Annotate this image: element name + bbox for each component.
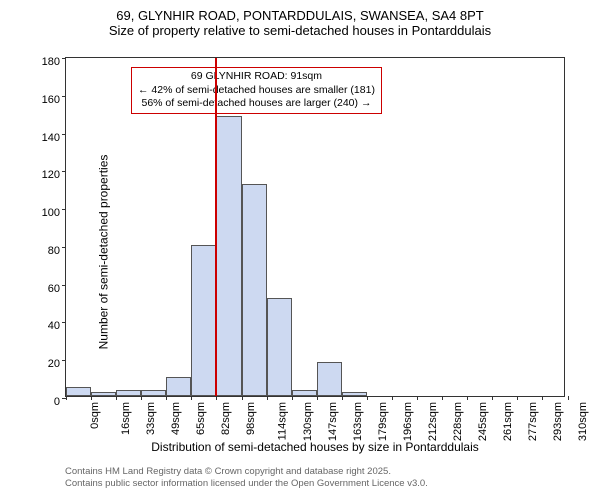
y-tick-mark — [62, 96, 66, 97]
y-tick-mark — [62, 322, 66, 323]
y-tick-label: 180 — [42, 56, 60, 68]
annotation-line: 56% of semi-detached houses are larger (… — [138, 97, 375, 111]
x-tick-mark — [116, 396, 117, 400]
histogram-bar — [292, 390, 317, 396]
y-tick-mark — [62, 247, 66, 248]
x-tick-mark — [568, 396, 569, 400]
x-tick-label: 130sqm — [302, 402, 314, 441]
page-title: 69, GLYNHIR ROAD, PONTARDDULAIS, SWANSEA… — [0, 8, 600, 23]
x-tick-mark — [392, 396, 393, 400]
y-tick-mark — [62, 360, 66, 361]
y-tick-label: 140 — [42, 132, 60, 144]
annotation-line: ← 42% of semi-detached houses are smalle… — [138, 84, 375, 98]
x-tick-label: 49sqm — [170, 402, 182, 435]
x-tick-label: 0sqm — [89, 402, 101, 429]
x-tick-label: 293sqm — [553, 402, 565, 441]
x-tick-mark — [216, 396, 217, 400]
x-tick-label: 179sqm — [377, 402, 389, 441]
y-tick-label: 160 — [42, 94, 60, 106]
x-tick-mark — [417, 396, 418, 400]
x-tick-mark — [467, 396, 468, 400]
x-tick-mark — [166, 396, 167, 400]
footer: Contains HM Land Registry data © Crown c… — [0, 462, 600, 491]
x-tick-mark — [517, 396, 518, 400]
annotation-line: 69 GLYNHIR ROAD: 91sqm — [138, 70, 375, 84]
y-tick-label: 20 — [48, 358, 60, 370]
y-tick-mark — [62, 58, 66, 59]
x-tick-mark — [342, 396, 343, 400]
histogram-bar — [317, 362, 342, 396]
x-tick-label: 228sqm — [452, 402, 464, 441]
x-tick-mark — [91, 396, 92, 400]
x-tick-mark — [191, 396, 192, 400]
x-tick-label: 33sqm — [145, 402, 157, 435]
y-tick-label: 120 — [42, 169, 60, 181]
annotation-box: 69 GLYNHIR ROAD: 91sqm ← 42% of semi-det… — [131, 67, 382, 114]
marker-line — [215, 58, 217, 396]
y-tick-label: 40 — [48, 320, 60, 332]
page-subtitle: Size of property relative to semi-detach… — [0, 23, 600, 38]
plot-area: 69 GLYNHIR ROAD: 91sqm ← 42% of semi-det… — [65, 57, 565, 397]
histogram-bar — [342, 392, 367, 396]
x-tick-label: 114sqm — [276, 402, 288, 440]
y-tick-mark — [62, 285, 66, 286]
x-tick-mark — [267, 396, 268, 400]
x-tick-mark — [492, 396, 493, 400]
x-tick-mark — [292, 396, 293, 400]
x-axis-label: Distribution of semi-detached houses by … — [65, 440, 565, 454]
y-tick-label: 100 — [42, 207, 60, 219]
x-tick-label: 98sqm — [245, 402, 257, 435]
x-tick-mark — [442, 396, 443, 400]
histogram-bar — [267, 298, 292, 396]
histogram-bar — [91, 392, 116, 396]
chart-container: Number of semi-detached properties 69 GL… — [0, 42, 600, 462]
x-tick-label: 245sqm — [477, 402, 489, 441]
x-tick-label: 310sqm — [578, 402, 590, 441]
histogram-bar — [166, 377, 191, 396]
footer-line: Contains HM Land Registry data © Crown c… — [65, 466, 600, 478]
histogram-bar — [66, 387, 91, 396]
x-tick-label: 16sqm — [120, 402, 132, 435]
x-tick-label: 82sqm — [220, 402, 232, 435]
y-tick-mark — [62, 171, 66, 172]
y-tick-label: 80 — [48, 245, 60, 257]
histogram-bar — [216, 116, 241, 396]
x-tick-mark — [141, 396, 142, 400]
histogram-bar — [116, 390, 141, 396]
title-block: 69, GLYNHIR ROAD, PONTARDDULAIS, SWANSEA… — [0, 0, 600, 42]
x-tick-label: 196sqm — [402, 402, 414, 441]
x-tick-mark — [66, 396, 67, 400]
x-tick-label: 65sqm — [195, 402, 207, 435]
histogram-bar — [242, 184, 267, 396]
y-tick-label: 0 — [54, 396, 60, 408]
y-tick-mark — [62, 134, 66, 135]
x-tick-label: 163sqm — [352, 402, 364, 441]
x-tick-label: 277sqm — [527, 402, 539, 441]
x-tick-mark — [542, 396, 543, 400]
x-tick-label: 212sqm — [427, 402, 439, 441]
histogram-bar — [191, 245, 216, 396]
x-tick-mark — [242, 396, 243, 400]
y-tick-label: 60 — [48, 283, 60, 295]
x-tick-mark — [367, 396, 368, 400]
x-tick-mark — [317, 396, 318, 400]
footer-line: Contains public sector information licen… — [65, 478, 600, 490]
x-tick-label: 147sqm — [327, 402, 339, 441]
y-tick-mark — [62, 209, 66, 210]
histogram-bar — [141, 390, 166, 396]
x-tick-label: 261sqm — [502, 402, 514, 441]
